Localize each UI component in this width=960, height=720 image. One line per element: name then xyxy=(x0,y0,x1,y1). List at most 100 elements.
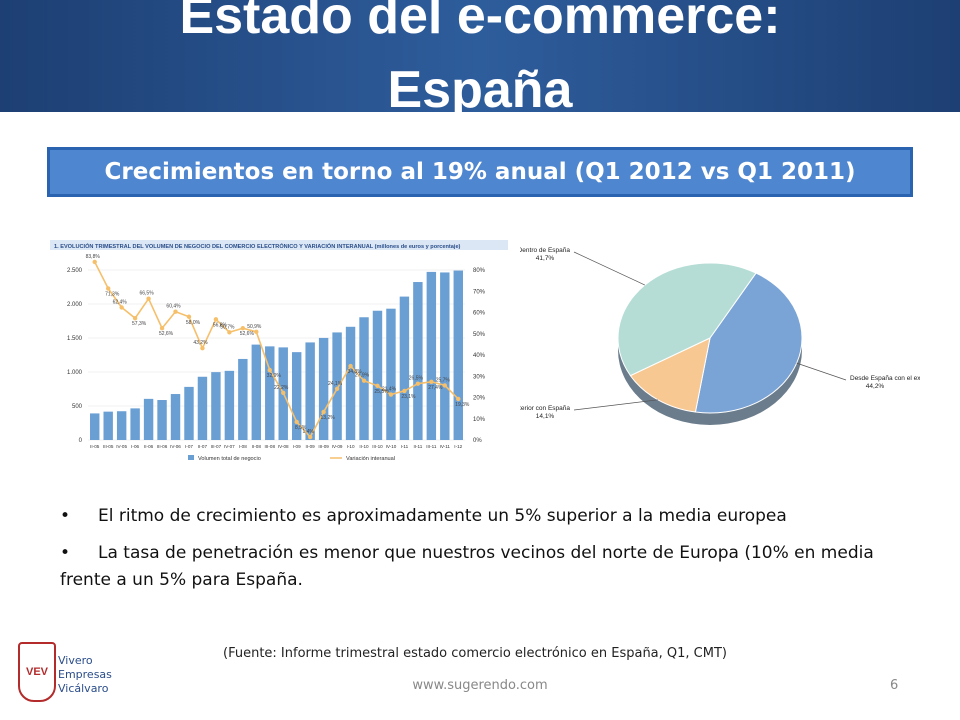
bar xyxy=(251,344,262,440)
bar xyxy=(305,342,315,440)
bar xyxy=(265,346,275,440)
bar xyxy=(372,310,383,440)
bar xyxy=(184,386,194,440)
x-tick-label: IV-08 xyxy=(278,444,289,449)
value-label: 50,7% xyxy=(220,324,235,330)
x-tick-label: II-09 xyxy=(306,444,316,449)
line-point xyxy=(105,286,111,291)
x-tick-label: II-10 xyxy=(359,444,369,449)
line-point xyxy=(254,329,259,335)
line-point xyxy=(213,317,219,322)
value-label: 57,3% xyxy=(132,321,147,327)
line-point xyxy=(200,346,205,351)
leader-line xyxy=(573,251,646,286)
value-label: 66,5% xyxy=(139,291,154,297)
value-label: 8,5% xyxy=(295,425,307,431)
bar xyxy=(211,372,221,440)
value-label: 24,1% xyxy=(328,381,343,387)
bar xyxy=(170,394,181,440)
x-tick-label: III-08 xyxy=(265,444,276,449)
x-tick-label: I-10 xyxy=(347,444,355,449)
bar xyxy=(332,332,342,440)
line-point xyxy=(415,381,421,386)
bullet-text: El ritmo de crecimiento es aproximadamen… xyxy=(98,506,787,526)
bullet: • La tasa de penetración es menor que nue… xyxy=(60,543,874,590)
y-tick-label: 1.000 xyxy=(67,370,83,376)
x-tick-label: II-07 xyxy=(198,444,208,449)
value-label: 50,9% xyxy=(247,324,262,330)
bullet: • El ritmo de crecimiento es aproximadame… xyxy=(60,506,787,526)
x-tick-label: III-11 xyxy=(426,444,437,449)
bar xyxy=(103,411,113,440)
line-point xyxy=(361,378,367,383)
y2-tick-label: 30% xyxy=(473,374,486,380)
x-tick-label: II-06 xyxy=(144,444,154,449)
line-point xyxy=(402,388,407,394)
value-label: 13,2% xyxy=(321,415,336,421)
bar xyxy=(224,370,235,440)
line-point xyxy=(281,390,286,396)
y2-tick-label: 50% xyxy=(473,332,486,338)
y-tick-label: 2.000 xyxy=(67,302,83,308)
y2-tick-label: 80% xyxy=(473,268,486,274)
line-point xyxy=(388,392,394,397)
bar-line-chart: 1. EVOLUCIÓN TRIMESTRAL DEL VOLUMEN DE N… xyxy=(50,240,508,462)
bar xyxy=(318,337,329,440)
x-tick-label: II-11 xyxy=(413,444,422,449)
value-label: 71,3% xyxy=(105,291,120,297)
x-tick-label: IV-09 xyxy=(332,444,343,449)
logo-mark: VEV xyxy=(18,642,56,702)
bar xyxy=(426,271,437,440)
value-label: 32,9% xyxy=(267,373,282,379)
x-tick-label: II-05 xyxy=(90,444,100,449)
x-tick-label: III-05 xyxy=(103,444,114,449)
line-point xyxy=(119,305,124,310)
bar xyxy=(116,411,127,440)
y2-tick-label: 10% xyxy=(473,417,486,423)
bar xyxy=(238,358,248,440)
y2-tick-label: 70% xyxy=(473,289,486,295)
x-tick-label: III-09 xyxy=(318,444,329,449)
pie-value-label: 44,2% xyxy=(866,383,885,390)
value-label: 22,2% xyxy=(274,385,289,391)
value-label: 27,9% xyxy=(355,373,370,379)
header xyxy=(0,0,960,112)
y-tick-label: 2.500 xyxy=(67,268,83,274)
value-label: 25,5% xyxy=(374,389,389,395)
x-tick-label: IV-05 xyxy=(116,444,127,449)
page-number: 6 xyxy=(890,678,899,693)
bar xyxy=(386,308,396,440)
x-tick-label: IV-07 xyxy=(224,444,235,449)
title: Estado del e-commerce: xyxy=(179,0,781,45)
pie-chart: Desde España con el exterior44,2% Desde e… xyxy=(520,247,920,425)
line-point xyxy=(429,379,434,384)
y-tick-label: 500 xyxy=(72,404,83,410)
legend-swatch xyxy=(188,455,194,460)
leader-line xyxy=(796,362,847,381)
line-point xyxy=(307,434,313,440)
x-tick-label: IV-06 xyxy=(170,444,181,449)
value-label: 23,1% xyxy=(401,394,416,400)
bar xyxy=(90,413,100,440)
value-label: 60,4% xyxy=(166,304,181,310)
pie-label: Desde el exterior con España xyxy=(520,405,570,412)
bullet-text: La tasa de penetración es menor que nues… xyxy=(60,543,874,590)
line-point xyxy=(132,316,138,321)
line-point xyxy=(456,396,461,402)
pie-value-label: 14,1% xyxy=(536,413,555,420)
title: España xyxy=(387,61,573,119)
value-label: 52,6% xyxy=(159,331,174,337)
logo-line: Vicálvaro xyxy=(58,682,109,695)
value-label: 19,3% xyxy=(455,402,470,408)
bar xyxy=(157,400,167,440)
line-point xyxy=(159,326,165,331)
y2-tick-label: 40% xyxy=(473,353,486,359)
value-label: 58,0% xyxy=(186,320,201,326)
x-tick-label: I-06 xyxy=(131,444,139,449)
bar xyxy=(291,352,302,440)
x-tick-label: III-10 xyxy=(372,444,383,449)
source: (Fuente: Informe trimestral estado comer… xyxy=(223,646,727,661)
x-tick-label: IV-11 xyxy=(440,444,451,449)
y-tick-label: 1.500 xyxy=(67,336,83,342)
pie-value-label: 41,7% xyxy=(536,255,555,262)
